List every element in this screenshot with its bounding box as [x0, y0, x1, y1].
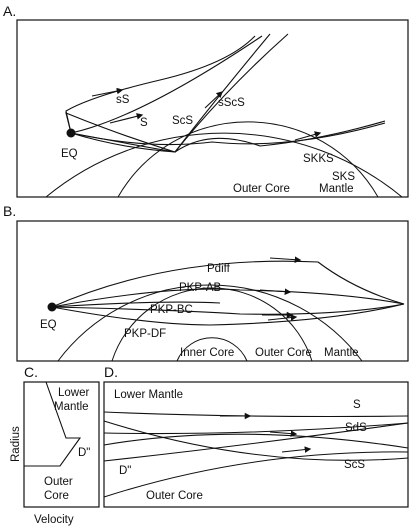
label-outer-core-b: Outer Core [255, 347, 312, 359]
panel-c: C. Lower Mantle D" Outer Core Radius Vel… [10, 364, 100, 526]
panel-c-frame [23, 381, 100, 508]
outer-core-arc-b [111, 287, 313, 362]
panel-a-letter: A. [3, 3, 16, 19]
ray-SKS [70, 122, 386, 146]
ray-SKKS [70, 120, 386, 153]
label-mantle-c: Mantle [54, 401, 89, 413]
ray-ScS-d-arrow [281, 446, 312, 453]
label-PKP-BC: PKP-BC [150, 304, 193, 316]
label-lower-mantle-d: Lower Mantle [114, 389, 183, 401]
label-EQ-a: EQ [61, 148, 78, 160]
ray-SdS [103, 433, 409, 449]
label-S-d: S [353, 399, 361, 411]
label-core-c: Core [44, 490, 69, 502]
label-sScS: sScS [218, 97, 245, 109]
ray-ScS-arrow [204, 91, 223, 109]
label-SdS: SdS [345, 422, 367, 434]
ray-sS [65, 35, 256, 134]
panel-d-letter: D. [104, 364, 118, 380]
ray-SdS-arrow [269, 430, 298, 437]
panel-c-letter: C. [24, 364, 38, 380]
ray-PKP-AB [51, 288, 405, 308]
ray-S-arrow [109, 113, 144, 124]
label-inner-core: Inner Core [180, 347, 234, 359]
label-sS: sS [116, 94, 130, 106]
panel-a: A. sS S ScS sScS SKKS SKS EQ Outer Core … [3, 3, 409, 198]
ray-S [70, 35, 263, 134]
ray-ScS-d-down [103, 420, 409, 461]
label-d-double-prime-d: D" [119, 465, 131, 477]
label-PKP-AB: PKP-AB [179, 282, 222, 294]
ray-PKP-DF [51, 303, 405, 326]
ray-ScS [70, 33, 271, 153]
earthquake-source-a [66, 128, 76, 138]
label-S: S [140, 117, 148, 129]
ray-Pdiff [51, 260, 405, 308]
ray-PKP-AB-arrow [259, 288, 292, 295]
label-outer-core-d: Outer Core [146, 490, 203, 502]
ray-extra-b [51, 301, 221, 308]
label-mantle-a: Mantle [319, 183, 354, 195]
label-EQ-b: EQ [40, 319, 57, 331]
earthquake-source-b [47, 302, 57, 312]
label-ScS: ScS [172, 115, 193, 127]
ray-S-d [103, 411, 409, 418]
ray-PKP-BC [51, 303, 405, 315]
label-outer-core-a: Outer Core [233, 183, 290, 195]
ray-SKKS-arrow [294, 131, 322, 141]
ray-Pdiff-arrow [269, 256, 302, 263]
panel-b-frame [16, 220, 409, 362]
label-ScS-d: ScS [344, 459, 365, 471]
label-d-double-prime-c: D" [78, 447, 90, 459]
mantle-arc-b [57, 284, 363, 362]
label-lower-c: Lower [58, 387, 89, 399]
label-mantle-b: Mantle [324, 347, 359, 359]
core-mantle-boundary [103, 451, 409, 498]
outer-core-arc [117, 121, 379, 198]
label-SKS: SKS [332, 171, 355, 183]
panel-b-letter: B. [3, 203, 16, 219]
y-axis-label-radius: Radius [10, 426, 22, 462]
earth-surface-arc [45, 132, 403, 198]
ray-sS-arrow [91, 87, 124, 97]
label-PKP-DF: PKP-DF [124, 328, 166, 340]
velocity-profile [24, 381, 82, 467]
panel-b: B. Pdiff PKP-AB PKP-BC PKP-DF EQ Inner C… [3, 203, 409, 362]
ray-ScS-d-up [103, 422, 409, 462]
ray-PKP-DF-arrow [267, 314, 298, 321]
panel-d: D. Lower Mantle S SdS ScS D" Outer Core [103, 364, 409, 508]
inner-core-arc-b [176, 337, 248, 362]
label-SKKS: SKKS [303, 153, 334, 165]
d-double-prime-boundary [103, 422, 409, 435]
label-outer-c: Outer [44, 476, 73, 488]
x-axis-label-velocity: Velocity [34, 514, 74, 526]
panel-a-frame [16, 19, 409, 198]
label-Pdiff: Pdiff [207, 263, 231, 275]
